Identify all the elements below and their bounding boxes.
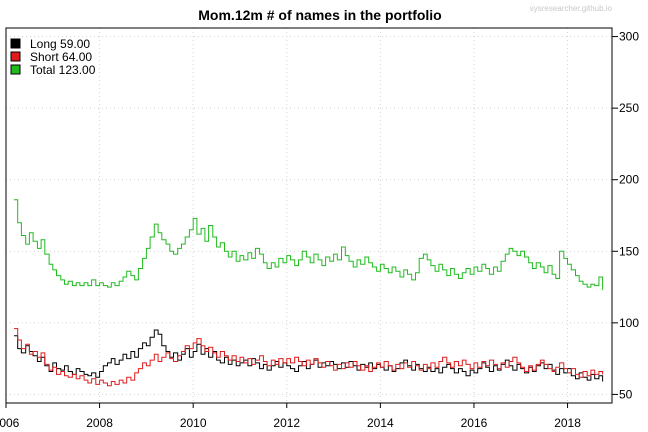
chart-title: Mom.12m # of names in the portfolio — [198, 7, 441, 23]
x-axis: 2006 2008 2010 2012 2014 2016 2018 — [0, 403, 581, 430]
x-tick-label: 2008 — [86, 416, 113, 430]
legend-swatch-total — [10, 64, 21, 75]
series-line-total — [14, 199, 604, 290]
legend-swatch-long — [10, 38, 21, 49]
x-tick-label: 2010 — [180, 416, 207, 430]
y-tick-label: 100 — [619, 316, 639, 330]
y-axis: 50 100 150 200 250 300 — [612, 30, 639, 401]
y-tick-label: 50 — [619, 387, 633, 401]
legend-label-long: Long 59.00 — [30, 37, 90, 51]
legend-label-total: Total 123.00 — [30, 63, 96, 77]
y-tick-label: 200 — [619, 173, 639, 187]
y-tick-label: 150 — [619, 244, 639, 258]
series-lines — [14, 199, 604, 387]
x-tick-label: 2006 — [0, 416, 20, 430]
legend-label-short: Short 64.00 — [30, 50, 92, 64]
watermark: sysresearcher.github.io — [530, 4, 613, 13]
y-tick-label: 300 — [619, 30, 639, 44]
legend-swatch-short — [10, 51, 21, 62]
series-line-short — [14, 328, 604, 387]
x-tick-label: 2016 — [461, 416, 488, 430]
y-tick-label: 250 — [619, 101, 639, 115]
plot-frame — [5, 27, 613, 404]
x-tick-label: 2014 — [367, 416, 394, 430]
series-line-long — [14, 329, 604, 382]
grid — [5, 28, 612, 403]
x-tick-label: 2012 — [273, 416, 300, 430]
x-tick-label: 2018 — [554, 416, 581, 430]
